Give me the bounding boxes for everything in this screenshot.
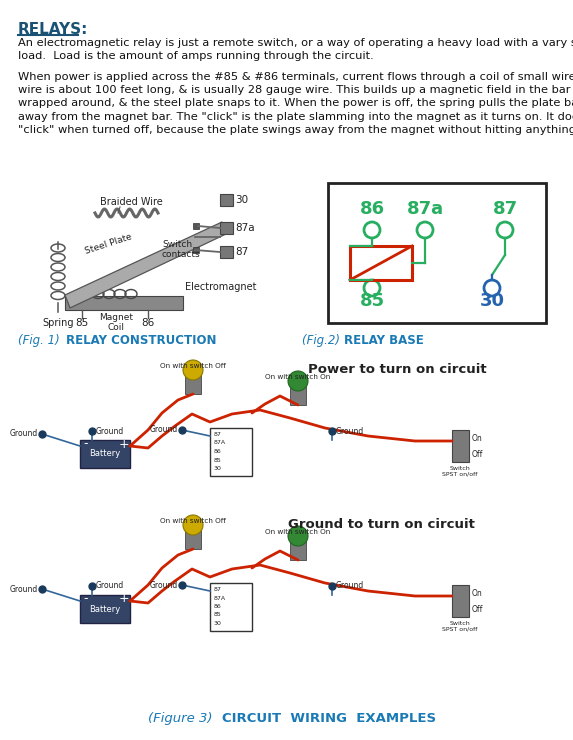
Text: 87A: 87A <box>214 440 226 445</box>
Bar <box>65 296 183 310</box>
Bar <box>220 246 233 258</box>
Bar <box>193 223 199 229</box>
Bar <box>185 527 201 549</box>
Bar <box>220 222 233 234</box>
Text: On with switch On: On with switch On <box>265 374 331 380</box>
Text: +: + <box>119 593 129 605</box>
Text: Ground: Ground <box>336 582 364 591</box>
Text: 87: 87 <box>235 247 248 257</box>
Text: Steel Plate: Steel Plate <box>83 232 132 256</box>
Text: An electromagnetic relay is just a remote switch, or a way of operating a heavy : An electromagnetic relay is just a remot… <box>18 38 573 61</box>
Bar <box>210 428 252 476</box>
Text: 87a: 87a <box>406 200 444 218</box>
Text: 87A: 87A <box>214 596 226 600</box>
Text: 87: 87 <box>492 200 517 218</box>
Text: Battery: Battery <box>89 605 121 613</box>
Text: (Fig.2): (Fig.2) <box>302 334 347 347</box>
Text: Off: Off <box>472 605 484 614</box>
Text: 87a: 87a <box>235 223 254 233</box>
Text: On: On <box>472 589 482 598</box>
Text: 86: 86 <box>214 604 222 609</box>
Text: CIRCUIT  WIRING  EXAMPLES: CIRCUIT WIRING EXAMPLES <box>222 712 436 725</box>
Text: (Fig. 1): (Fig. 1) <box>18 334 67 347</box>
Text: Spring: Spring <box>42 318 74 328</box>
Text: Braided Wire: Braided Wire <box>100 197 163 207</box>
Text: Switch
SPST on/off: Switch SPST on/off <box>442 466 478 477</box>
Circle shape <box>183 360 203 380</box>
Bar <box>452 430 469 462</box>
Text: Power to turn on circuit: Power to turn on circuit <box>308 363 486 376</box>
Text: When power is applied across the #85 & #86 terminals, current flows through a co: When power is applied across the #85 & #… <box>18 72 573 135</box>
Circle shape <box>288 526 308 546</box>
Bar <box>80 440 130 468</box>
Text: RELAY BASE: RELAY BASE <box>344 334 424 347</box>
Text: 85: 85 <box>76 318 89 328</box>
Text: 85: 85 <box>214 457 222 462</box>
Text: 30: 30 <box>214 621 222 626</box>
Text: On: On <box>472 434 482 443</box>
Text: 85: 85 <box>359 292 384 310</box>
Text: On with switch Off: On with switch Off <box>160 518 226 524</box>
Text: Off: Off <box>472 450 484 459</box>
Text: Ground: Ground <box>10 429 38 439</box>
Text: 85: 85 <box>214 613 222 617</box>
Text: -: - <box>84 593 88 605</box>
Text: 30: 30 <box>214 466 222 471</box>
Circle shape <box>183 515 203 535</box>
Text: 86: 86 <box>214 449 222 454</box>
Text: 30: 30 <box>235 195 248 205</box>
Bar <box>328 183 546 323</box>
Text: Magnet
Coil: Magnet Coil <box>99 313 133 332</box>
Text: Battery: Battery <box>89 449 121 459</box>
Text: 87: 87 <box>214 587 222 592</box>
Bar <box>193 247 199 253</box>
Circle shape <box>288 371 308 391</box>
Text: Ground: Ground <box>150 580 178 590</box>
Text: Switch
contacts: Switch contacts <box>162 240 201 260</box>
Text: Ground: Ground <box>150 425 178 434</box>
Bar <box>350 246 412 280</box>
Text: On with switch On: On with switch On <box>265 529 331 535</box>
Text: On with switch Off: On with switch Off <box>160 363 226 369</box>
Text: RELAYS:: RELAYS: <box>18 22 88 37</box>
Text: 87: 87 <box>214 432 222 437</box>
Bar <box>290 383 306 405</box>
Bar <box>210 583 252 631</box>
Text: 30: 30 <box>480 292 504 310</box>
Text: Ground: Ground <box>96 582 124 591</box>
Text: Ground to turn on circuit: Ground to turn on circuit <box>288 518 475 531</box>
Text: RELAY CONSTRUCTION: RELAY CONSTRUCTION <box>66 334 217 347</box>
Text: Ground: Ground <box>96 426 124 436</box>
Text: Ground: Ground <box>10 585 38 593</box>
Text: Switch
SPST on/off: Switch SPST on/off <box>442 621 478 632</box>
Bar <box>80 595 130 623</box>
Bar <box>220 194 233 206</box>
Text: 86: 86 <box>142 318 155 328</box>
Text: Ground: Ground <box>336 426 364 436</box>
Bar <box>185 372 201 394</box>
Text: -: - <box>84 437 88 451</box>
Polygon shape <box>65 222 226 308</box>
Text: +: + <box>119 437 129 451</box>
Text: (Figure 3): (Figure 3) <box>148 712 221 725</box>
Bar <box>290 538 306 560</box>
Text: 86: 86 <box>359 200 384 218</box>
Text: Electromagnet: Electromagnet <box>185 282 257 292</box>
Bar <box>452 585 469 617</box>
